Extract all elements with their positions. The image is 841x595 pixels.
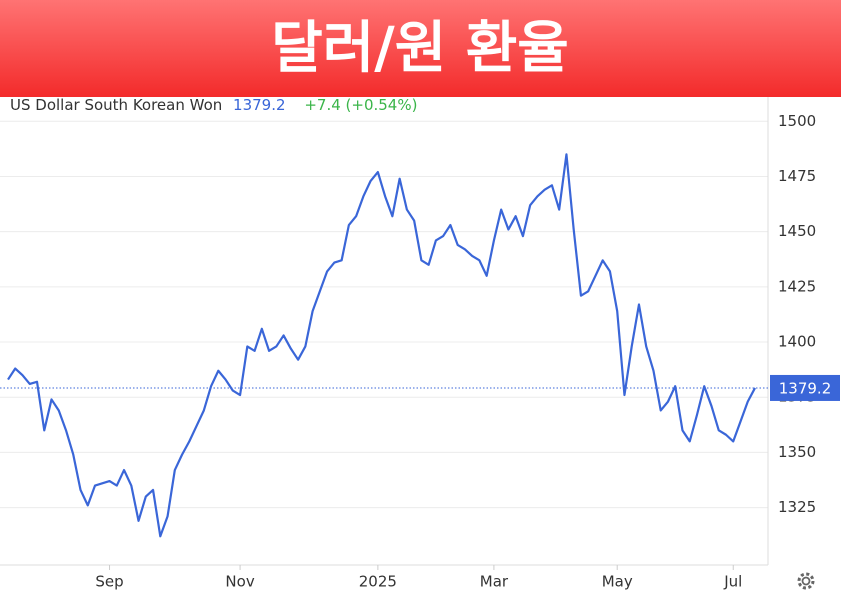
x-tick-label: Jul: [723, 573, 742, 591]
y-tick-label: 1325: [778, 498, 816, 516]
chart-title: 달러/원 환율: [271, 16, 569, 81]
y-tick-label: 1350: [778, 443, 816, 461]
last-price-label: 1379.2: [779, 379, 832, 397]
x-tick-label: Sep: [95, 573, 123, 591]
subtitle: US Dollar South Korean Won: [10, 96, 222, 114]
price-line: [7, 153, 756, 538]
y-tick-label: 1400: [778, 333, 816, 351]
y-tick-label: 1450: [778, 222, 816, 240]
subtitle-line: US Dollar South Korean Won 1379.2 +7.4 (…: [10, 96, 417, 114]
title-banner: [0, 0, 841, 97]
y-tick-label: 1500: [778, 112, 816, 130]
y-tick-label: 1425: [778, 277, 816, 295]
x-tick-label: 2025: [359, 573, 397, 591]
x-tick-label: Nov: [225, 573, 254, 591]
settings-icon[interactable]: [797, 572, 815, 590]
price-change: +7.4 (+0.54%): [304, 96, 417, 114]
x-tick-label: May: [602, 573, 633, 591]
x-tick-label: Mar: [480, 573, 509, 591]
y-tick-label: 1475: [778, 167, 816, 185]
last-price: 1379.2: [233, 96, 286, 114]
last-price-box: [770, 374, 840, 401]
